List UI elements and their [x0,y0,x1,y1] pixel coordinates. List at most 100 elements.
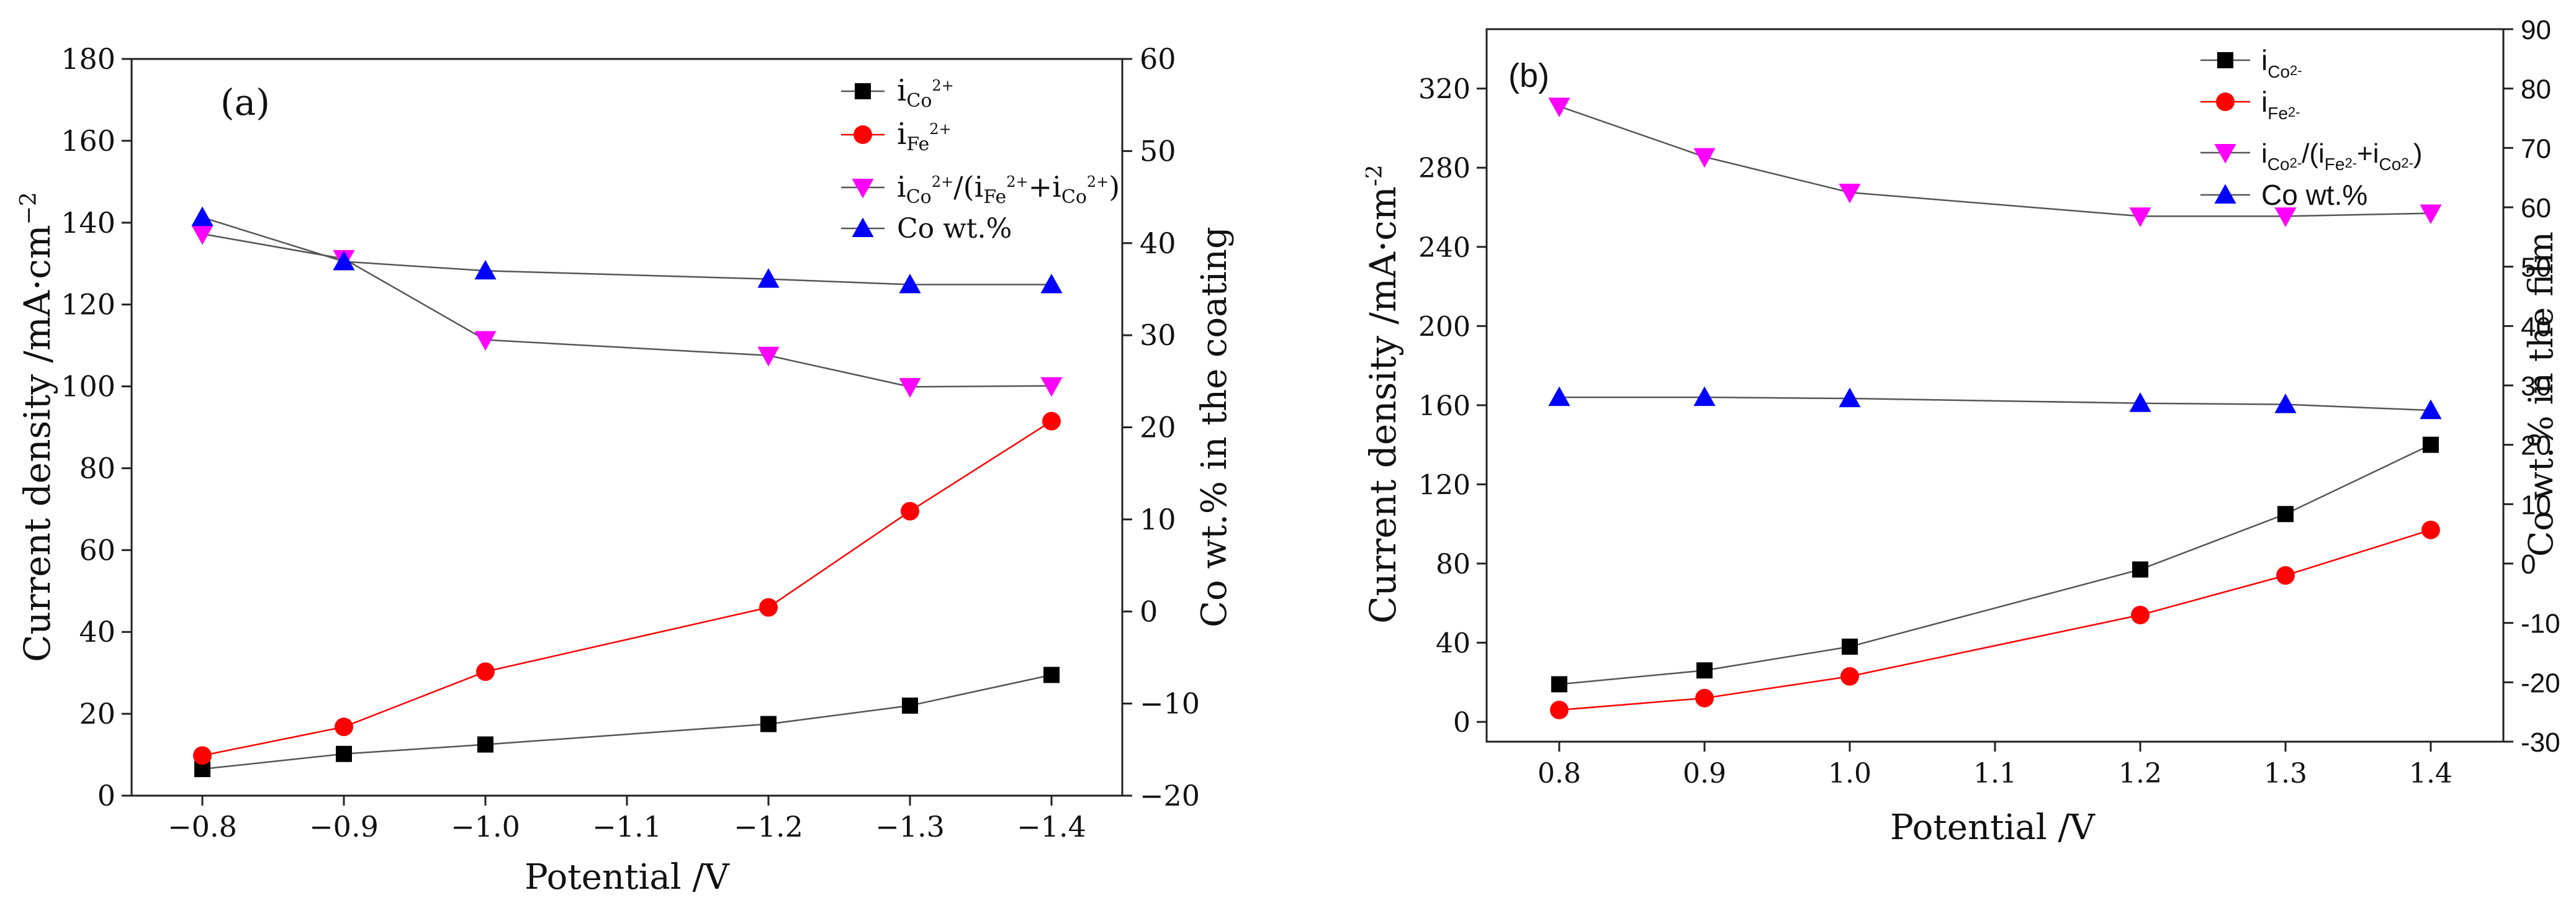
legend-marker-1 [853,125,872,144]
data-point-3 [757,268,780,288]
y2-tick-label: 10 [2521,490,2551,520]
series-line-2 [1559,106,2431,217]
data-point-2 [474,331,497,351]
y2-tick-label: 10 [1140,503,1176,536]
data-point-2 [2129,207,2151,227]
y-tick-label: 180 [61,42,115,76]
y-tick-label: 240 [1418,232,1470,264]
data-point-1 [2421,520,2440,539]
y-axis-right: -30 -20 -10 0 10 20 30 40 50 60 70 80 90 [2503,15,2560,758]
y-axis-left: 0 20 40 60 80 100 120 140 160 180 [61,42,132,812]
data-point-1 [193,746,212,765]
x-axis-label: Potential /V [525,857,730,897]
x-tick-label: −1.1 [592,810,662,843]
x-tick-label: −1.2 [734,810,803,843]
data-point-1 [1695,688,1714,708]
x-tick-label: −1.3 [875,810,945,843]
x-axis-label: Potential /V [1890,807,2096,848]
series-line-0 [1559,444,2431,685]
panel-label: (b) [1508,57,1549,94]
data-point-3 [899,273,921,294]
data-point-3 [191,206,214,227]
x-axis: 0.8 0.9 1.0 1.1 1.2 1.3 1.4 [1538,742,2452,789]
y-tick-label: 60 [79,533,115,567]
data-point-0 [1696,662,1713,679]
data-point-3 [2274,393,2297,413]
legend-marker-0 [2217,52,2233,68]
y-tick-label: 200 [1418,311,1470,343]
y2-tick-label: 40 [1140,227,1176,260]
y-tick-label: 160 [61,124,115,158]
series-line-1 [1559,529,2431,711]
data-point-0 [2277,506,2294,523]
x-tick-label: 0.9 [1683,758,1726,789]
y2-tick-label: 90 [2521,15,2551,45]
data-point-0 [2423,436,2439,453]
y2-tick-label: −10 [1140,687,1200,721]
x-tick-label: −0.9 [309,810,379,843]
data-point-0 [477,736,493,753]
legend-marker-2 [2214,143,2236,164]
data-point-1 [2276,566,2295,585]
x-tick-label: 1.1 [1973,758,2017,789]
y2-tick-label: −20 [1140,779,1200,812]
data-point-2 [1548,97,1570,117]
series-line-3 [1559,396,2431,411]
data-point-3 [333,250,355,271]
legend-entry-ratio: iCo2-/(iFe2-+iCo2-) [2261,138,2423,174]
y2-axis-label: Co wt.% in the film [2521,231,2560,557]
legend-entry-i-fe: iFe2- [2261,86,2300,123]
data-point-2 [2274,207,2297,227]
y2-tick-label: 30 [2521,371,2551,402]
data-point-3 [1040,273,1063,294]
y2-tick-label: -30 [2521,727,2560,758]
legend-marker-0 [855,83,871,99]
y-tick-label: 0 [1453,707,1470,739]
data-point-2 [1693,148,1716,168]
series-line-3 [202,217,1052,285]
y2-tick-label: 50 [1140,134,1176,168]
data-point-2 [191,225,214,245]
series-line-1 [202,420,1052,757]
data-point-3 [1693,386,1716,407]
data-point-0 [760,716,777,732]
y2-tick-label: 60 [1140,42,1176,76]
y2-tick-label: 80 [2521,74,2551,105]
legend-marker-1 [2216,92,2235,111]
legend-entry-i-fe: iFe2+ [897,117,952,155]
x-tick-label: 1.0 [1828,758,1871,789]
legend-marker-3 [852,217,874,238]
y2-axis-label: Co wt.% in the coating [1194,227,1235,627]
chart-b: 0.8 0.9 1.0 1.1 1.2 1.3 1.4 040801201602002402… [1366,15,2560,848]
series-line-0 [202,674,1052,770]
series-layer [191,206,1063,778]
y-tick-label: 140 [61,206,115,240]
data-point-1 [2131,605,2150,624]
data-point-3 [1548,386,1570,407]
y-tick-label: 80 [1436,549,1470,580]
y2-tick-label: 50 [2521,253,2551,283]
x-tick-label: −0.8 [168,810,237,843]
plot-frame [1485,28,2505,743]
chart-a: −0.8 −0.9 −1.0 −1.1 −1.2 −1.3 −1.4 0 20 40 60 80 10… [16,42,1235,897]
data-point-1 [901,501,919,521]
legend-marker-2 [852,178,874,199]
y-axis-label: Current density /mA·cm-2 [1366,164,1404,624]
data-point-3 [2129,392,2151,412]
legend-entry-co-wt: Co wt.% [2261,179,2367,211]
x-tick-label: 1.2 [2119,758,2162,789]
data-point-3 [1839,387,1861,408]
y-tick-label: 0 [97,779,115,812]
y-tick-label: 280 [1418,153,1470,184]
y-tick-label: 40 [1436,628,1470,660]
legend-entry-ratio: iCo2+/(iFe2++iCo2+) [897,170,1120,208]
y-tick-label: 80 [79,451,115,485]
data-point-2 [1839,184,1861,204]
legend-entry-i-co: iCo2- [2261,44,2302,81]
y2-tick-label: -10 [2521,609,2560,639]
data-point-1 [759,598,778,617]
y-tick-label: 40 [79,615,115,649]
legend-entry-i-co: iCo2+ [897,73,954,112]
y2-tick-label: 30 [1140,318,1176,352]
y2-tick-label: 0 [2521,549,2536,580]
